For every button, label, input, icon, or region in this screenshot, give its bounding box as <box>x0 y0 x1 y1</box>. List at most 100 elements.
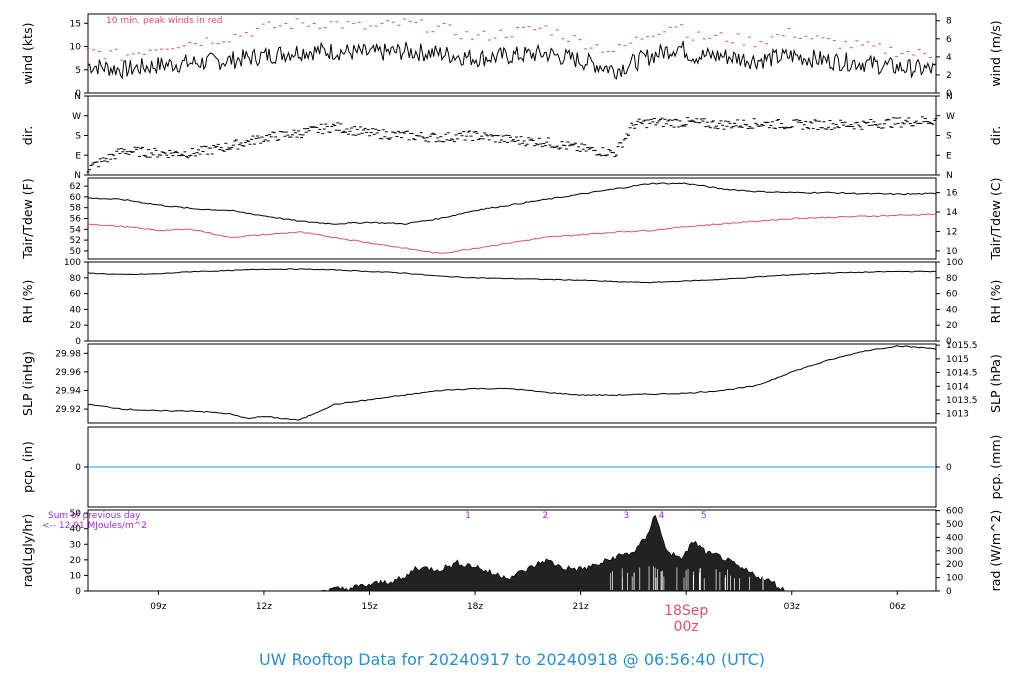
time-tick-label: 15z <box>361 602 377 612</box>
air-temperature-line <box>88 182 937 225</box>
dir-right-tick-label: W <box>946 112 955 122</box>
slp-right-tick-label: 1014 <box>946 382 969 392</box>
slp-right-tick-label: 1013.5 <box>946 396 978 406</box>
rh-right-tick-label: 40 <box>946 305 958 315</box>
panel-wind: 0 5 10 15 0 2 4 6 8 wind (kts) wind (m/s) 10 min. p… <box>20 13 1003 99</box>
slp-left-tick-label: 29.92 <box>55 405 81 415</box>
rad-marker: 4 <box>659 511 665 521</box>
dir-ylabel-right: dir. <box>988 126 1003 145</box>
wind-right-tick-label: 2 <box>946 71 952 81</box>
dewpoint-line <box>87 213 937 254</box>
wind-ylabel-right: wind (m/s) <box>988 20 1003 86</box>
slp-line <box>87 345 937 421</box>
time-tick-label: 21z <box>573 602 589 612</box>
rh-right-tick-label: 0 <box>946 337 952 347</box>
rad-left-tick-label: 20 <box>70 556 82 566</box>
time-tick-label: 03z <box>784 602 800 612</box>
dir-left-tick-label: E <box>75 151 81 161</box>
slp-right-tick-label: 1013 <box>946 410 969 420</box>
dir-right-tick-label: S <box>946 132 952 142</box>
panel-slp: 29.92 29.94 29.96 29.98 1013 1013.5 1014 1014.5… <box>20 341 1003 424</box>
rad-right-tick-label: 500 <box>946 520 963 530</box>
slp-left-tick-label: 29.96 <box>55 368 81 378</box>
rad-left-tick-label: 40 <box>70 525 82 535</box>
rh-left-tick-label: 100 <box>64 258 81 268</box>
temp-right-tick-label: 16 <box>946 189 958 199</box>
rh-left-tick-label: 0 <box>75 337 81 347</box>
rh-left-tick-label: 80 <box>70 274 82 284</box>
temp-left-tick-label: 50 <box>70 247 82 257</box>
wind-left-tick-label: 5 <box>75 66 81 76</box>
rad-left-tick-label: 10 <box>70 571 82 581</box>
rad-note-line: Sum of previous day <box>48 511 141 521</box>
rad-right-tick-label: 600 <box>946 507 963 517</box>
rad-left-tick-label: 0 <box>75 587 81 597</box>
wind-right-tick-label: 0 <box>946 89 952 99</box>
panel-rh: 0 20 40 60 80 100 0 20 40 60 80 100 RH (%) RH (%) <box>20 258 1003 347</box>
slp-ylabel-right: SLP (hPa) <box>988 354 1003 413</box>
slp-right-tick-label: 1015 <box>946 355 969 365</box>
wind-right-tick-label: 6 <box>946 35 952 45</box>
temp-left-tick-label: 56 <box>70 215 82 225</box>
slp-left-tick-label: 29.98 <box>55 349 81 359</box>
wind-ylabel-left: wind (kts) <box>20 23 35 85</box>
temp-right-tick-label: 14 <box>946 208 958 218</box>
dir-right-tick-label: E <box>946 151 952 161</box>
rh-right-tick-label: 60 <box>946 290 958 300</box>
time-tick-label: 09z <box>150 602 166 612</box>
rh-line <box>87 268 937 284</box>
temp-left-tick-label: 60 <box>70 193 82 203</box>
rad-right-tick-label: 100 <box>946 574 963 584</box>
wind-speed-line <box>87 40 937 80</box>
rh-left-tick-label: 60 <box>70 290 82 300</box>
wind-right-tick-label: 4 <box>946 53 952 63</box>
slp-left-tick-label: 29.94 <box>55 386 81 396</box>
wind-left-tick-label: 0 <box>75 89 81 99</box>
rad-marker: 2 <box>543 511 549 521</box>
dir-ylabel-left: dir. <box>20 126 35 145</box>
temp-left-tick-label: 54 <box>70 225 82 235</box>
time-tick-label: 18z <box>467 602 483 612</box>
rad-right-tick-label: 300 <box>946 547 963 557</box>
temp-ylabel-right: Tair/Tdew (C) <box>988 178 1003 261</box>
temp-left-tick-label: 62 <box>70 182 81 192</box>
wind-frame <box>87 13 937 94</box>
slp-right-tick-label: 1014.5 <box>946 369 978 379</box>
radiation-area <box>88 515 936 592</box>
dir-left-tick-label: W <box>72 112 81 122</box>
day-marker-time: 00z <box>674 619 699 635</box>
pcp-left-tick-label: 0 <box>75 463 81 473</box>
rh-right-tick-label: 100 <box>946 258 963 268</box>
rad-ylabel-left: rad(Lgly/hr) <box>20 514 35 588</box>
time-tick-label: 06z <box>889 602 905 612</box>
time-tick-label: 12z <box>256 602 272 612</box>
dir-left-tick-label: N <box>74 92 81 102</box>
day-marker-date: 18Sep <box>664 603 708 619</box>
rh-right-tick-label: 80 <box>946 274 958 284</box>
temp-right-tick-label: 10 <box>946 247 958 257</box>
rh-ylabel-right: RH (%) <box>988 280 1003 324</box>
pcp-ylabel-left: pcp. (in) <box>20 441 35 493</box>
temp-ylabel-left: Tair/Tdew (F) <box>20 178 35 259</box>
slp-frame <box>87 343 937 424</box>
rad-marker: 5 <box>701 511 707 521</box>
rh-left-tick-label: 40 <box>70 305 82 315</box>
rad-ylabel-right: rad (W/m^2) <box>988 510 1003 592</box>
slp-right-tick-label: 1015.5 <box>946 341 978 351</box>
rad-marker: 1 <box>465 511 471 521</box>
dir-frame <box>87 95 937 176</box>
pcp-right-tick-label: 0 <box>946 463 952 473</box>
rad-left-tick-label: 50 <box>70 509 82 519</box>
temp-left-tick-label: 58 <box>70 204 82 214</box>
rad-right-tick-label: 200 <box>946 560 963 570</box>
panel-rad: 010203040500100200300400500600rad(Lgly/h… <box>20 507 1003 597</box>
dir-left-tick-label: S <box>75 132 81 142</box>
rad-marker: 3 <box>623 511 629 521</box>
dir-left-tick-label: N <box>74 171 81 181</box>
rad-right-tick-label: 400 <box>946 533 963 543</box>
rh-left-tick-label: 20 <box>70 321 82 331</box>
